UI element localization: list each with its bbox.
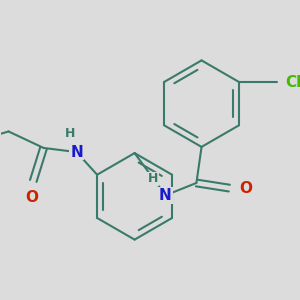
Text: O: O — [26, 190, 39, 205]
Text: Cl: Cl — [286, 74, 300, 89]
Text: N: N — [70, 145, 83, 160]
Text: H: H — [148, 172, 158, 185]
Text: O: O — [239, 181, 252, 196]
Text: N: N — [159, 188, 172, 203]
Text: H: H — [65, 127, 76, 140]
